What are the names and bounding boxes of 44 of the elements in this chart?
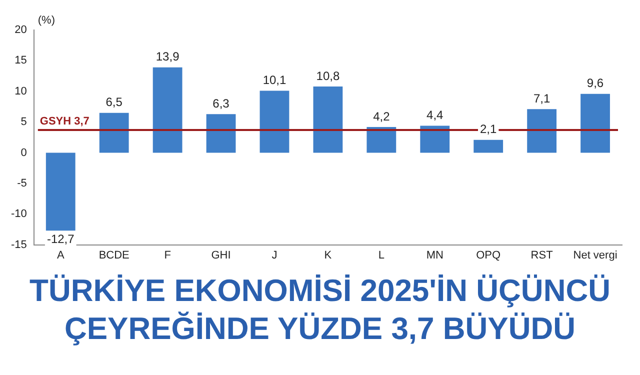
x-tick-label: L (378, 249, 384, 262)
bar (474, 140, 504, 153)
bar (46, 152, 76, 231)
y-tick-label: 0 (20, 146, 27, 159)
x-tick-label: K (324, 249, 332, 262)
x-tick-label: OPQ (476, 249, 502, 262)
data-label: 9,6 (586, 76, 604, 90)
x-tick-label: Net vergi (573, 249, 618, 262)
bar (260, 90, 290, 153)
x-tick-label: BCDE (98, 249, 130, 262)
data-label: 4,4 (426, 108, 444, 122)
data-label: 13,9 (156, 50, 180, 64)
text: TÜRKİYE EKONOMİSİ 2025'İN ÜÇÜNCÜ ÇEYREĞİNDE YÜZDE 3,7 BÜYÜDÜ (28, 272, 612, 348)
x-tick-label: A (56, 249, 65, 262)
bar (366, 126, 396, 153)
x-tick-label: J (272, 249, 278, 262)
y-axis-title: (%) (38, 14, 56, 27)
data-label: 10,8 (316, 68, 340, 83)
x-tick-label: GHI (211, 249, 231, 262)
x-tick-label: RST (530, 249, 554, 262)
data-label: -12,7 (46, 232, 75, 246)
bar (527, 109, 557, 153)
y-tick-label: -5 (17, 177, 27, 190)
data-label: 2,1 (480, 122, 498, 136)
bar (313, 86, 343, 153)
y-tick-label: 20 (14, 24, 27, 36)
bar (420, 126, 450, 153)
ref-line-label: GSYH 3,7 (40, 116, 90, 128)
bar (580, 94, 610, 153)
x-tick-label: MN (426, 249, 444, 262)
bar (152, 67, 182, 153)
data-label: 10,1 (262, 73, 286, 88)
data-label: 7,1 (533, 91, 550, 106)
x-tick-label: F (164, 249, 172, 262)
y-tick-label: -10 (10, 208, 27, 220)
y-tick-label: 15 (14, 54, 27, 67)
bar (99, 112, 129, 153)
y-tick-label: 5 (20, 116, 27, 128)
data-label: 6,3 (212, 96, 230, 110)
y-tick-label: 10 (14, 85, 27, 98)
y-tick-label: -15 (10, 238, 27, 251)
bar (206, 114, 236, 153)
data-label: 4,2 (373, 109, 390, 124)
data-label: 6,5 (106, 95, 123, 110)
